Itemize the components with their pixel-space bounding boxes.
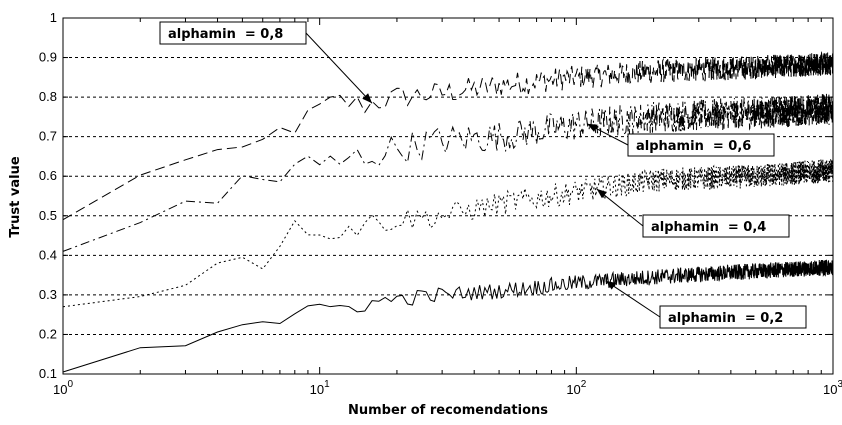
y-axis-label: Trust value (8, 156, 23, 238)
annotation-label: alphamin = 0,2 (668, 311, 783, 326)
x-tick-label: 103 (823, 379, 842, 397)
annotation-label: alphamin = 0,8 (168, 27, 283, 42)
y-tick-label: 0.3 (39, 287, 57, 302)
series-line-2 (62, 159, 834, 308)
annotation-label: alphamin = 0,6 (636, 139, 751, 154)
y-tick-label: 0.2 (39, 326, 57, 341)
y-tick-label: 0.8 (39, 89, 57, 104)
x-tick-label: 101 (310, 379, 330, 397)
y-tick-label: 0.7 (39, 129, 57, 144)
grid (63, 57, 833, 335)
series-lines (62, 50, 834, 373)
annotation-box (627, 133, 775, 157)
y-tick-label: 0.5 (39, 208, 57, 223)
y-tick-label: 0.1 (39, 366, 57, 381)
tick-labels: 0.1 0.2 0.3 0.4 0.5 0.6 0.7 0.8 0.9 1 100 101 102 103 (39, 10, 842, 397)
annotation-box (159, 21, 307, 45)
x-tick-label: 100 (53, 379, 73, 397)
x-tick-label: 102 (566, 379, 586, 397)
arrow-head-icon (362, 93, 373, 104)
y-tick-label: 0.4 (39, 247, 57, 262)
annotations: alphamin = 0,8 alphamin = 0,6 alphamin = 0… (159, 21, 807, 329)
annotation-box (642, 214, 790, 238)
annotation-box (659, 305, 807, 329)
plot-frame (62, 17, 834, 375)
y-tick-label: 0.6 (39, 168, 57, 183)
arrow-head-icon (605, 280, 617, 290)
arrow-head-icon (596, 188, 607, 199)
y-tick-label: 1 (50, 10, 57, 25)
series-line-1 (62, 93, 834, 252)
y-tick-label: 0.9 (39, 50, 57, 65)
annotation-arrow (305, 32, 373, 104)
series-line-0 (62, 50, 834, 221)
x-axis-label: Number of recomendations (348, 403, 548, 418)
annotation-arrow (605, 280, 661, 318)
series-line-3 (62, 259, 834, 373)
annotation-label: alphamin = 0,4 (651, 220, 766, 235)
axes (62, 17, 834, 375)
arrow-head-icon (586, 123, 598, 132)
